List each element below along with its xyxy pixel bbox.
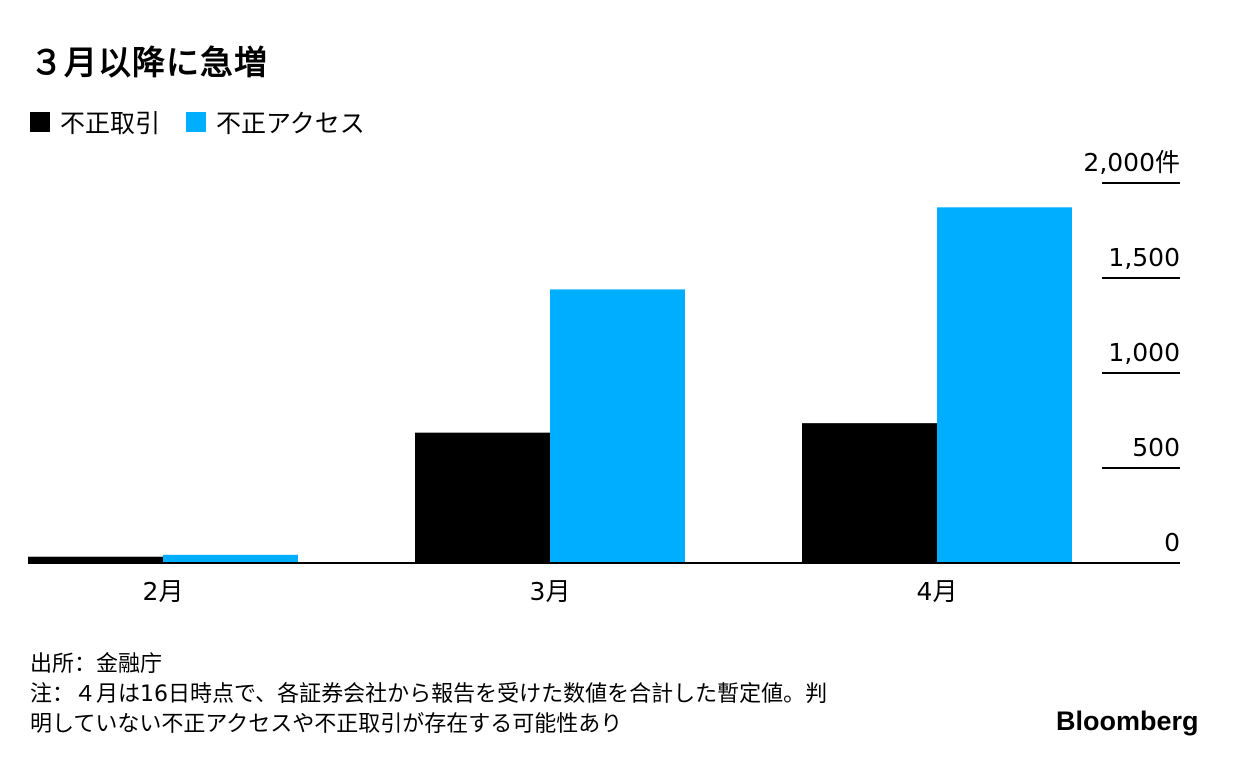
note-line-1: 注：４月は16日時点で、各証券会社から報告を受けた数値を合計した暫定値。判: [30, 682, 828, 707]
bar-unauthorized-access: [937, 207, 1072, 563]
chart-title: ３月以降に急増: [30, 43, 268, 82]
bar-fraud-trades: [802, 423, 937, 563]
legend: 不正取引 不正アクセス: [30, 104, 391, 140]
y-tick-label: 1,000: [1108, 338, 1180, 367]
x-tick-label: 3月: [530, 577, 571, 606]
bar-unauthorized-access: [550, 289, 685, 563]
footnotes: 出所：金融庁 注：４月は16日時点で、各証券会社から報告を受けた数値を合計した暫…: [30, 650, 827, 740]
legend-item-unauthorized-access: 不正アクセス: [186, 104, 365, 140]
y-tick-label: 1,500: [1108, 243, 1180, 272]
x-tick-label: 4月: [917, 577, 958, 606]
bloomberg-logo: Bloomberg: [1056, 706, 1199, 736]
y-tick-label: 0: [1164, 528, 1180, 557]
legend-swatch-fraud-trades: [30, 112, 50, 132]
legend-swatch-unauthorized-access: [186, 112, 207, 132]
legend-label-fraud-trades: 不正取引: [60, 109, 161, 138]
y-tick-label: 500: [1132, 433, 1180, 462]
legend-label-unauthorized-access: 不正アクセス: [216, 109, 365, 138]
legend-item-fraud-trades: 不正取引: [30, 104, 160, 140]
bar-unauthorized-access: [163, 554, 298, 563]
y-tick-label: 2,000件: [1083, 148, 1180, 177]
bar-fraud-trades: [415, 432, 550, 563]
x-tick-label: 2月: [143, 577, 184, 606]
source-note: 出所：金融庁: [30, 652, 163, 677]
bar-chart: 0 500 1,000 1,500 2,000件 2月 3月 4月: [28, 148, 1180, 606]
bar-fraud-trades: [28, 556, 163, 563]
note-line-2: 明していない不正アクセスや不正取引が存在する可能性あり: [30, 712, 623, 737]
